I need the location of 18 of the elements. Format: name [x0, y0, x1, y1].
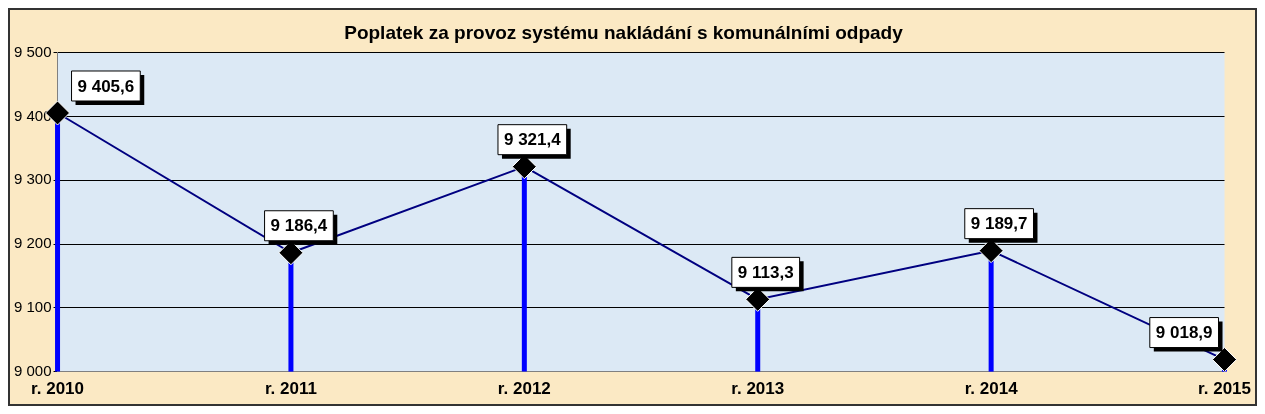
y-tick-label: 9 000 [13, 361, 52, 379]
x-tick-label: r. 2015 [1198, 379, 1252, 399]
y-tick-label: 9 300 [13, 170, 52, 188]
data-label: 9 018,9 [1155, 323, 1213, 343]
y-tick-label: 9 500 [13, 42, 52, 60]
data-label: 9 405,6 [77, 76, 135, 96]
data-label: 9 189,7 [970, 214, 1028, 234]
y-tick-label: 9 100 [13, 297, 52, 315]
x-tick-label: r. 2014 [964, 379, 1019, 399]
chart-title: Poplatek za provoz systému nakládání s komunálními odpady [344, 21, 904, 43]
x-tick-label: r. 2012 [497, 379, 551, 399]
y-tick-label: 9 200 [13, 234, 52, 252]
data-label: 9 186,4 [270, 216, 328, 236]
x-tick-label: r. 2013 [731, 379, 785, 399]
data-label: 9 321,4 [503, 130, 562, 150]
data-label: 9 113,3 [737, 263, 794, 283]
x-tick-label: r. 2011 [264, 379, 317, 399]
x-tick-label: r. 2010 [31, 379, 85, 399]
